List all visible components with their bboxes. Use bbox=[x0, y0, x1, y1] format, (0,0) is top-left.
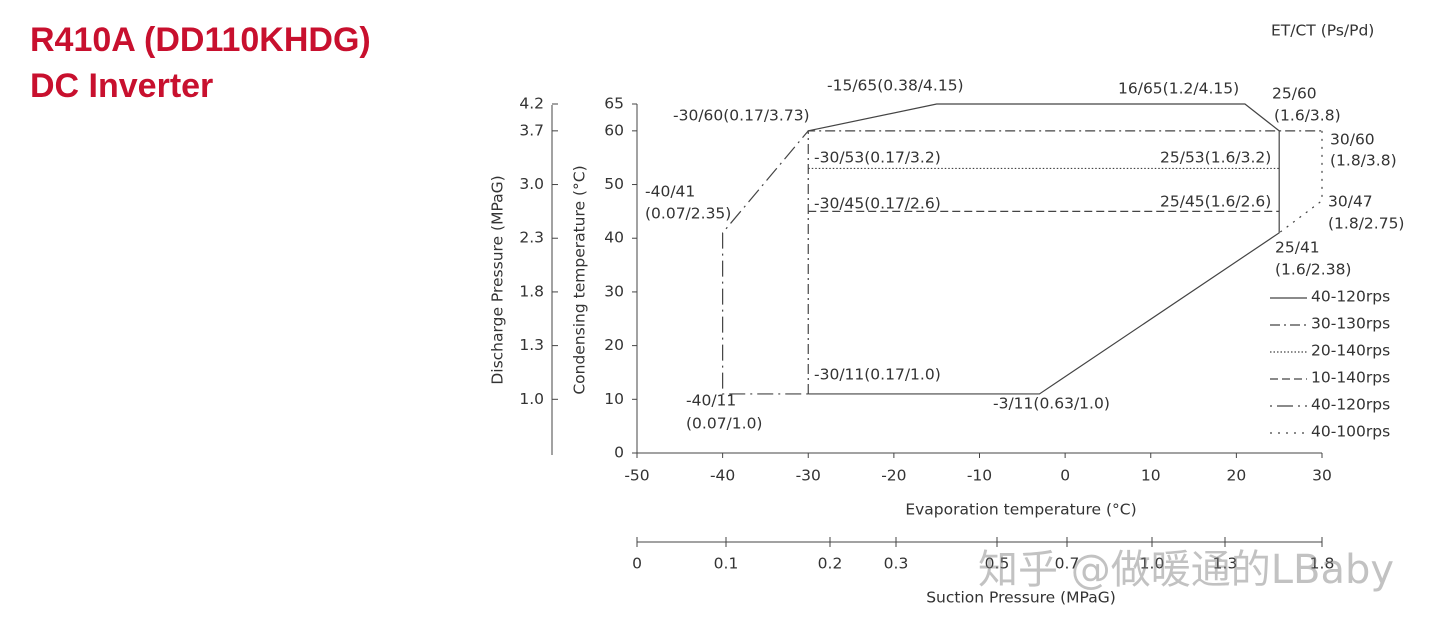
discharge-tick-label: 2.3 bbox=[519, 229, 544, 247]
suction-tick-label: 0.3 bbox=[884, 555, 909, 573]
legend-label: 40-100rps bbox=[1311, 423, 1390, 441]
x-tick-label: -20 bbox=[881, 467, 906, 485]
x-tick-label: -30 bbox=[796, 467, 821, 485]
y-tick-label: 60 bbox=[604, 121, 624, 139]
discharge-tick-label: 4.2 bbox=[519, 95, 544, 113]
envelope-line bbox=[808, 103, 1280, 395]
y-tick-label: 50 bbox=[604, 175, 624, 193]
discharge-tick-label: 3.7 bbox=[519, 121, 544, 139]
annotation: -30/11(0.17/1.0) bbox=[814, 366, 941, 384]
y-tick-label: 40 bbox=[604, 229, 624, 247]
annotation: 25/41 bbox=[1275, 239, 1320, 257]
suction-tick-label: 1.0 bbox=[1140, 555, 1165, 573]
legend-label: 40-120rps bbox=[1311, 288, 1390, 306]
legend-label: 10-140rps bbox=[1311, 369, 1390, 387]
title: R410A (DD110KHDG) bbox=[30, 21, 371, 59]
suction-tick-label: 1.3 bbox=[1213, 555, 1238, 573]
x-tick-label: 20 bbox=[1227, 467, 1247, 485]
annotation: 25/45(1.6/2.6) bbox=[1160, 193, 1271, 211]
discharge-tick-label: 1.0 bbox=[519, 390, 544, 408]
annotation: -3/11(0.63/1.0) bbox=[993, 395, 1110, 413]
annotation: (1.6/3.8) bbox=[1274, 107, 1341, 125]
y-tick-label: 20 bbox=[604, 336, 624, 354]
x-tick-label: 10 bbox=[1141, 467, 1161, 485]
x-tick-label: 0 bbox=[1060, 467, 1070, 485]
suction-tick-label: 0.2 bbox=[818, 555, 843, 573]
annotation: -30/45(0.17/2.6) bbox=[814, 195, 941, 213]
x-axis-label: Evaporation temperature (°C) bbox=[905, 501, 1136, 519]
subtitle: DC Inverter bbox=[30, 67, 213, 105]
annotation: 25/53(1.6/3.2) bbox=[1160, 149, 1271, 167]
y-tick-label: 30 bbox=[604, 282, 624, 300]
suction-tick-label: 1.8 bbox=[1310, 555, 1335, 573]
annotation: -30/53(0.17/3.2) bbox=[814, 149, 941, 167]
annotation: -40/41 bbox=[645, 183, 695, 201]
discharge-tick-label: 1.8 bbox=[519, 282, 544, 300]
watermark: 知乎 @做暖通的LBaby bbox=[978, 547, 1394, 593]
x-tick-label: -10 bbox=[967, 467, 992, 485]
annotation: -30/60(0.17/3.73) bbox=[673, 107, 810, 125]
x-tick-label: 30 bbox=[1312, 467, 1332, 485]
annotation: 30/47 bbox=[1328, 193, 1373, 211]
suction-tick-label: 0.7 bbox=[1055, 555, 1080, 573]
suction-tick-label: 0.1 bbox=[714, 555, 739, 573]
annotation: 30/60 bbox=[1330, 131, 1375, 149]
annotation: (1.8/2.75) bbox=[1328, 215, 1404, 233]
discharge-tick-label: 3.0 bbox=[519, 175, 544, 193]
legend-label: 20-140rps bbox=[1311, 342, 1390, 360]
discharge-tick-label: 1.3 bbox=[519, 336, 544, 354]
envelope-line bbox=[1278, 130, 1323, 234]
x-tick-label: -50 bbox=[624, 467, 649, 485]
envelope-line bbox=[807, 130, 1322, 394]
corner-label: ET/CT (Ps/Pd) bbox=[1271, 22, 1374, 40]
annotation: (1.6/2.38) bbox=[1275, 261, 1351, 279]
annotation: -40/11 bbox=[686, 392, 736, 410]
discharge-axis-label: Discharge Pressure (MPaG) bbox=[489, 175, 507, 384]
legend-label: 30-130rps bbox=[1311, 315, 1390, 333]
annotation: (0.07/1.0) bbox=[686, 415, 762, 433]
annotation: (0.07/2.35) bbox=[645, 205, 731, 223]
y-tick-label: 10 bbox=[604, 390, 624, 408]
suction-axis-label: Suction Pressure (MPaG) bbox=[926, 589, 1116, 607]
annotation: 16/65(1.2/4.15) bbox=[1118, 80, 1239, 98]
suction-tick-label: 0.5 bbox=[985, 555, 1010, 573]
annotation: -15/65(0.38/4.15) bbox=[827, 77, 964, 95]
x-tick-label: -40 bbox=[710, 467, 735, 485]
legend-label: 40-120rps bbox=[1311, 396, 1390, 414]
annotation: (1.8/3.8) bbox=[1330, 152, 1397, 170]
y-tick-label: 0 bbox=[614, 444, 624, 462]
suction-tick-label: 0 bbox=[632, 555, 642, 573]
y-tick-label: 65 bbox=[604, 95, 624, 113]
annotation: 25/60 bbox=[1272, 85, 1317, 103]
envelope-line bbox=[722, 130, 809, 395]
y-axis-label: Condensing temperature (°C) bbox=[571, 165, 589, 394]
